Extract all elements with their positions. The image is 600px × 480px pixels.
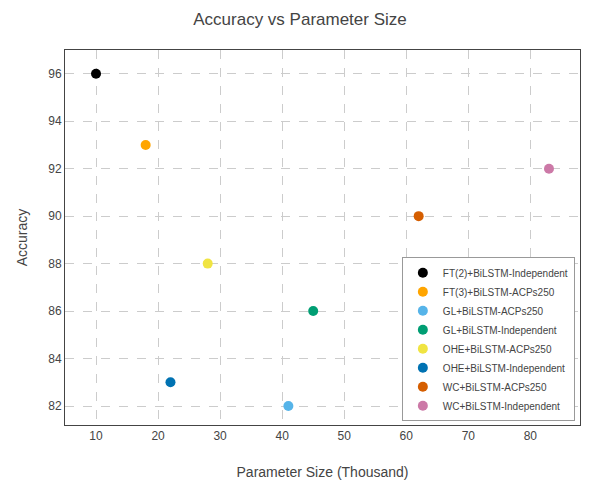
- svg-text:30: 30: [213, 429, 227, 443]
- svg-text:Accuracy: Accuracy: [14, 209, 30, 267]
- svg-text:88: 88: [48, 257, 62, 271]
- svg-text:GL+BiLSTM-ACPs250: GL+BiLSTM-ACPs250: [443, 306, 544, 317]
- svg-text:80: 80: [524, 429, 538, 443]
- svg-text:FT(2)+BiLSTM-Independent: FT(2)+BiLSTM-Independent: [443, 268, 568, 279]
- svg-text:92: 92: [48, 162, 62, 176]
- svg-text:OHE+BiLSTM-ACPs250: OHE+BiLSTM-ACPs250: [443, 344, 552, 355]
- svg-text:20: 20: [151, 429, 165, 443]
- svg-text:Parameter Size (Thousand): Parameter Size (Thousand): [237, 464, 409, 480]
- svg-text:FT(3)+BiLSTM-ACPs250: FT(3)+BiLSTM-ACPs250: [443, 287, 555, 298]
- svg-text:90: 90: [48, 209, 62, 223]
- svg-text:Accuracy vs Parameter Size: Accuracy vs Parameter Size: [193, 10, 407, 29]
- svg-text:86: 86: [48, 304, 62, 318]
- svg-text:40: 40: [275, 429, 289, 443]
- svg-text:94: 94: [48, 114, 62, 128]
- svg-text:60: 60: [400, 429, 414, 443]
- svg-text:70: 70: [462, 429, 476, 443]
- svg-text:OHE+BiLSTM-Independent: OHE+BiLSTM-Independent: [443, 363, 565, 374]
- svg-text:96: 96: [48, 67, 62, 81]
- svg-text:84: 84: [48, 352, 62, 366]
- svg-text:GL+BiLSTM-Independent: GL+BiLSTM-Independent: [443, 325, 557, 336]
- svg-text:10: 10: [89, 429, 103, 443]
- svg-text:50: 50: [338, 429, 352, 443]
- svg-text:82: 82: [48, 399, 62, 413]
- svg-text:WC+BiLSTM-Independent: WC+BiLSTM-Independent: [443, 401, 560, 412]
- svg-text:WC+BiLSTM-ACPs250: WC+BiLSTM-ACPs250: [443, 382, 547, 393]
